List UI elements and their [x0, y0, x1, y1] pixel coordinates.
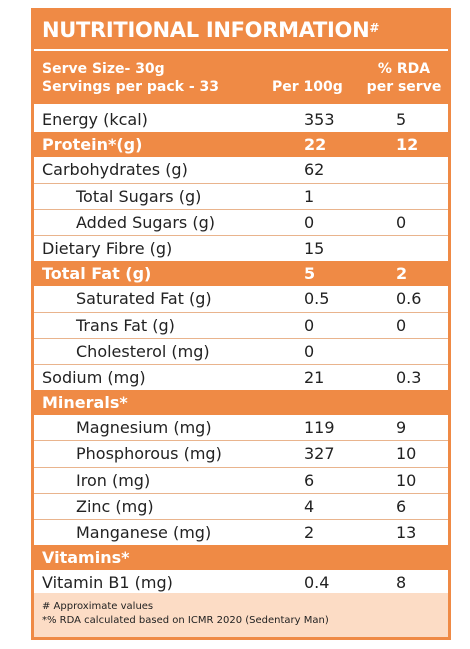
nutrient-name: Zinc (mg): [76, 496, 154, 516]
nutrient-row: Vitamins*: [34, 545, 448, 571]
nutrient-name: Manganese (mg): [76, 523, 212, 542]
nutrient-row: Iron (mg) 6 10: [34, 468, 448, 494]
nutrient-name: Added Sugars (g): [76, 212, 215, 232]
nutrient-name: Energy (kcal): [42, 110, 148, 129]
nutrient-name: Vitamins*: [42, 548, 130, 568]
nutrient-row: Zinc (mg) 4 6: [34, 494, 448, 520]
per-100g-value: 0.5: [304, 289, 330, 309]
serve-size: Serve Size- 30g: [42, 61, 165, 77]
footnote-rda: *% RDA calculated based on ICMR 2020 (Se…: [42, 615, 329, 626]
rda-value: 0.3: [396, 367, 422, 387]
nutrient-row: Trans Fat (g) 0 0: [34, 313, 448, 339]
nutrient-row: Minerals*: [34, 390, 448, 416]
nutrient-name: Trans Fat (g): [76, 315, 175, 335]
per-100g-value: 0.4: [304, 573, 330, 593]
rda-value: 6: [396, 496, 407, 516]
nutrient-row: Sodium (mg) 21 0.3: [34, 365, 448, 390]
nutrition-panel: NUTRITIONAL INFORMATION# Serve Size- 30g…: [31, 8, 451, 640]
nutrient-row: Magnesium (mg) 119 9: [34, 415, 448, 442]
rda-value: 9: [396, 418, 407, 438]
per-100g-value: 0: [304, 315, 315, 335]
nutrient-name: Dietary Fibre (g): [42, 238, 173, 258]
nutrient-row: Carbohydrates (g) 62: [34, 157, 448, 184]
per-100g-value: 1: [304, 186, 315, 206]
rda-value: 10: [396, 470, 417, 490]
per-100g-value: 0: [304, 212, 315, 232]
rda-value: 2: [396, 264, 408, 284]
per-100g-value: 353: [304, 110, 335, 129]
nutrient-row: Manganese (mg) 2 13: [34, 520, 448, 545]
nutrient-name: Vitamin B1 (mg): [42, 573, 173, 593]
servings-per-pack: Servings per pack - 33: [42, 79, 220, 95]
per-100g-value: 2: [304, 523, 315, 542]
nutrient-row: Total Sugars (g) 1: [34, 184, 448, 210]
nutrient-row: Added Sugars (g) 0 0: [34, 210, 448, 236]
footnotes: # Approximate values *% RDA calculated b…: [34, 593, 448, 637]
nutrient-row: Phosphorous (mg) 327 10: [34, 441, 448, 468]
rda-header-line1: % RDA: [377, 61, 431, 77]
rda-value: 8: [396, 573, 407, 593]
nutrient-name: Phosphorous (mg): [76, 444, 222, 464]
footnote-approx: # Approximate values: [42, 601, 154, 612]
rda-header: % RDA per serve: [364, 60, 444, 96]
rda-value: 0: [396, 315, 407, 335]
rda-value: 5: [396, 110, 407, 129]
per-100g-value: 62: [304, 160, 325, 180]
column-header: Serve Size- 30g Servings per pack - 33 P…: [34, 51, 448, 104]
nutrient-name: Minerals*: [42, 393, 128, 413]
per-100g-value: 21: [304, 367, 325, 387]
nutrient-name: Cholesterol (mg): [76, 341, 210, 361]
nutrient-rows: Energy (kcal) 353 5 Protein*(g) 22 12 Carbohyd…: [34, 107, 448, 622]
nutrient-name: Iron (mg): [76, 470, 151, 490]
title-text: NUTRITIONAL INFORMATION: [42, 18, 370, 42]
nutrient-name: Carbohydrates (g): [42, 160, 188, 180]
nutrient-name: Total Sugars (g): [76, 186, 202, 206]
nutrient-row: Cholesterol (mg) 0: [34, 339, 448, 365]
serving-info: Serve Size- 30g Servings per pack - 33: [42, 60, 219, 96]
per-100g-header: Per 100g: [272, 79, 343, 95]
nutrient-row: Total Fat (g) 5 2: [34, 261, 448, 287]
per-100g-value: 6: [304, 470, 315, 490]
rda-value: 0: [396, 212, 407, 232]
nutrient-name: Sodium (mg): [42, 367, 146, 387]
per-100g-value: 5: [304, 264, 316, 284]
rda-header-line2: per serve: [366, 79, 442, 95]
per-100g-value: 4: [304, 496, 315, 516]
per-100g-value: 0: [304, 341, 315, 361]
nutrient-name: Saturated Fat (g): [76, 289, 212, 309]
per-100g-value: 119: [304, 418, 335, 438]
nutrient-row: Protein*(g) 22 12: [34, 132, 448, 158]
nutrient-row: Saturated Fat (g) 0.5 0.6: [34, 286, 448, 313]
per-100g-value: 327: [304, 444, 335, 464]
title-mark: #: [369, 21, 380, 35]
nutrient-row: Energy (kcal) 353 5: [34, 107, 448, 132]
nutrient-name: Total Fat (g): [42, 264, 152, 284]
rda-value: 10: [396, 444, 417, 464]
nutrient-row: Dietary Fibre (g) 15: [34, 236, 448, 261]
nutrient-name: Magnesium (mg): [76, 418, 212, 438]
nutrient-name: Protein*(g): [42, 135, 143, 155]
per-100g-value: 22: [304, 135, 327, 155]
per-100g-value: 15: [304, 238, 325, 258]
rda-value: 0.6: [396, 289, 422, 309]
rda-value: 13: [396, 523, 417, 542]
panel-title: NUTRITIONAL INFORMATION#: [34, 11, 448, 49]
rda-value: 12: [396, 135, 419, 155]
